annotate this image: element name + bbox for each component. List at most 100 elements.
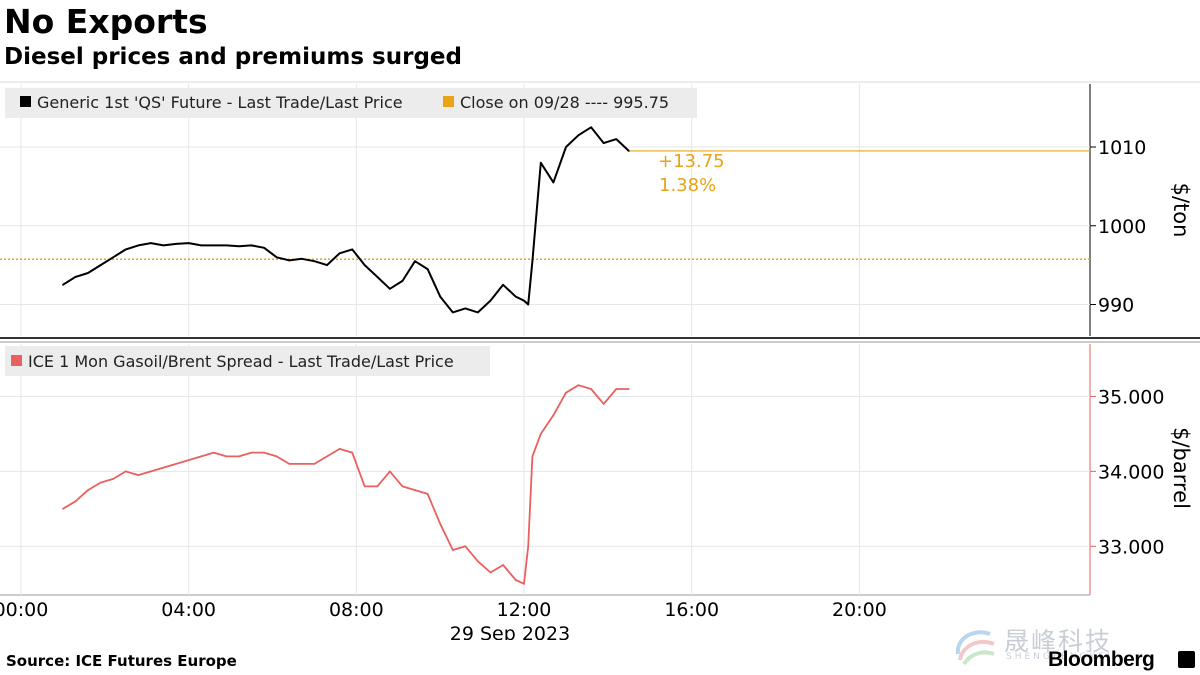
series-line-gasoil-brent-spread bbox=[62, 384, 629, 585]
y-tick-label: 1010 bbox=[1098, 137, 1146, 159]
data-point bbox=[338, 252, 341, 255]
data-point bbox=[137, 474, 140, 476]
data-point bbox=[162, 244, 165, 247]
data-point bbox=[225, 244, 228, 247]
data-point bbox=[238, 245, 240, 248]
data-point bbox=[628, 388, 630, 390]
data-point bbox=[263, 451, 265, 454]
data-point bbox=[502, 564, 504, 566]
top-legend-swatch bbox=[20, 96, 31, 107]
data-point bbox=[62, 508, 64, 510]
data-point bbox=[426, 268, 429, 270]
data-point bbox=[250, 244, 253, 247]
data-point bbox=[162, 466, 165, 469]
data-point bbox=[439, 295, 441, 298]
data-point bbox=[389, 470, 391, 473]
change-value-label: +13.75 bbox=[658, 151, 725, 172]
data-point bbox=[301, 258, 303, 260]
data-point bbox=[351, 451, 353, 454]
bottom-legend-bg bbox=[5, 346, 490, 376]
data-point bbox=[628, 150, 630, 152]
bloomberg-mark-icon bbox=[1178, 651, 1195, 668]
chart-area: 00:00 04:00 08:00 12:00 16:00 20:00 990 1000 101… bbox=[0, 81, 1200, 640]
data-point bbox=[187, 242, 190, 244]
y-tick-label: 33.000 bbox=[1098, 536, 1164, 558]
data-point bbox=[275, 256, 278, 259]
data-point bbox=[531, 455, 534, 458]
data-point bbox=[275, 455, 278, 458]
data-point bbox=[401, 485, 404, 488]
y-tick-label: 990 bbox=[1098, 295, 1134, 317]
data-point bbox=[288, 463, 291, 465]
data-point bbox=[124, 470, 127, 473]
data-point bbox=[489, 571, 492, 574]
data-point bbox=[351, 248, 353, 251]
data-point bbox=[527, 545, 530, 548]
data-point bbox=[363, 485, 366, 488]
data-point bbox=[477, 311, 479, 314]
close-reference bbox=[0, 150, 1090, 260]
data-point bbox=[288, 259, 291, 262]
series bbox=[62, 126, 630, 585]
y-tick-label: 34.000 bbox=[1098, 461, 1164, 483]
bloomberg-logo: Bloomberg bbox=[1048, 648, 1155, 671]
data-point bbox=[540, 433, 542, 435]
watermark-text: 晟峰科技 bbox=[1004, 627, 1113, 656]
chart-subtitle: Diesel prices and premiums surged bbox=[4, 44, 462, 70]
data-point bbox=[552, 414, 555, 416]
close-legend-label: Close on 09/28 ---- 995.75 bbox=[460, 93, 669, 112]
data-point bbox=[602, 142, 605, 144]
top-y-axis-title: $/ton bbox=[1169, 183, 1193, 238]
data-point bbox=[514, 579, 517, 581]
data-point bbox=[414, 489, 416, 491]
data-point bbox=[363, 264, 366, 266]
data-point bbox=[615, 388, 618, 390]
data-point bbox=[313, 463, 316, 465]
x-tick-label: 04:00 bbox=[161, 599, 216, 621]
data-point bbox=[313, 260, 316, 262]
data-point bbox=[502, 284, 504, 286]
data-point bbox=[326, 455, 328, 458]
data-point bbox=[301, 463, 303, 465]
data-point bbox=[87, 489, 89, 491]
data-point bbox=[577, 384, 580, 387]
data-point bbox=[577, 134, 580, 136]
x-tick-label: 16:00 bbox=[664, 599, 719, 621]
chart-title: No Exports bbox=[4, 2, 208, 41]
data-point bbox=[414, 260, 416, 262]
data-point bbox=[590, 388, 592, 390]
data-point bbox=[338, 448, 341, 450]
series-line-qs-future bbox=[62, 126, 630, 314]
bottom-legend-swatch bbox=[11, 355, 22, 366]
data-point bbox=[590, 126, 592, 129]
y-tick-label: 35.000 bbox=[1098, 386, 1164, 408]
data-point bbox=[565, 146, 567, 148]
x-tick-label: 20:00 bbox=[832, 599, 887, 621]
data-point bbox=[175, 463, 177, 465]
watermark-subtext: SHENGFENGKEJI bbox=[1006, 652, 1119, 662]
data-point bbox=[389, 287, 391, 290]
data-point bbox=[112, 256, 114, 259]
data-point bbox=[451, 549, 454, 551]
data-point bbox=[238, 455, 240, 458]
data-point bbox=[87, 272, 89, 274]
data-point bbox=[527, 303, 530, 306]
data-point bbox=[137, 244, 140, 247]
data-point bbox=[112, 478, 114, 480]
data-point bbox=[523, 582, 525, 585]
data-point bbox=[213, 244, 215, 247]
data-point bbox=[99, 481, 102, 484]
axis-ticks: 00:00 04:00 08:00 12:00 16:00 20:00 990 1000 101… bbox=[0, 137, 1164, 621]
data-point bbox=[74, 276, 77, 278]
data-point bbox=[376, 276, 379, 278]
data-point bbox=[150, 242, 152, 244]
data-point bbox=[124, 248, 127, 251]
data-point bbox=[99, 264, 102, 266]
data-point bbox=[565, 391, 567, 394]
data-point bbox=[213, 451, 215, 454]
data-point bbox=[263, 247, 265, 249]
x-tick-label: 12:00 bbox=[497, 599, 552, 621]
data-point bbox=[464, 307, 467, 310]
data-point bbox=[200, 455, 203, 458]
data-point bbox=[552, 181, 555, 184]
